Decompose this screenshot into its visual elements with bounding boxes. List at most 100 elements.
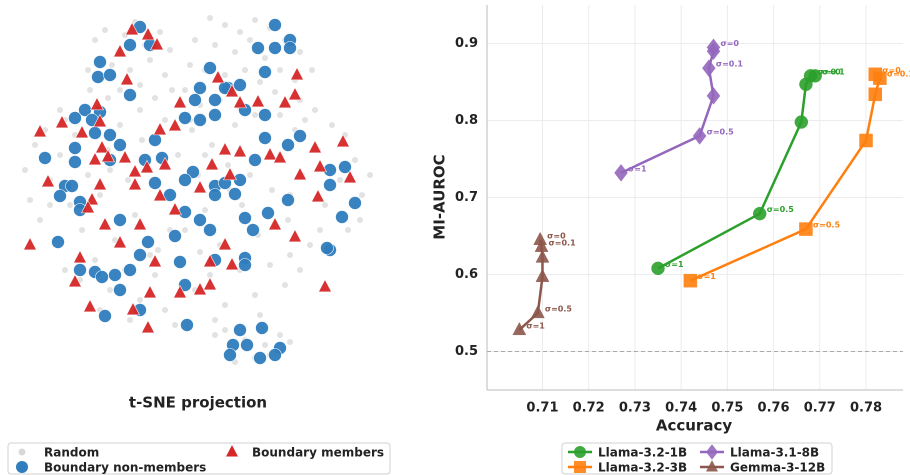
marker	[218, 236, 232, 251]
marker	[268, 41, 282, 55]
marker	[102, 27, 108, 33]
marker	[329, 122, 335, 128]
marker	[228, 187, 242, 201]
marker	[534, 238, 549, 252]
point-label: σ=0.1	[716, 60, 744, 69]
marker	[307, 242, 313, 248]
marker	[128, 176, 142, 191]
marker	[268, 348, 282, 362]
x-tick-label: 0.72	[573, 401, 605, 416]
marker	[16, 461, 28, 473]
marker	[95, 139, 109, 154]
x-axis-label: Accuracy	[656, 417, 732, 435]
marker	[133, 248, 147, 262]
marker	[162, 307, 168, 313]
marker	[141, 235, 155, 249]
marker	[283, 41, 297, 55]
marker	[127, 67, 133, 73]
marker	[18, 448, 26, 456]
marker	[137, 82, 143, 88]
marker	[343, 169, 357, 184]
legend-frame	[561, 442, 833, 475]
marker	[240, 338, 254, 352]
marker	[282, 282, 288, 288]
marker	[148, 133, 162, 147]
marker	[81, 199, 95, 214]
marker	[263, 146, 277, 161]
marker	[180, 318, 194, 332]
marker	[73, 263, 87, 277]
marker	[683, 273, 698, 288]
marker	[859, 133, 873, 148]
marker	[68, 155, 82, 169]
marker	[107, 167, 113, 173]
marker	[95, 270, 109, 284]
x-tick-label: 0.75	[711, 401, 743, 416]
marker	[93, 113, 107, 128]
marker	[27, 197, 33, 203]
legend-label: Gemma-3-12B	[730, 461, 825, 475]
marker	[262, 342, 268, 348]
marker	[117, 87, 123, 93]
marker	[218, 141, 232, 156]
marker	[97, 192, 103, 198]
marker	[172, 322, 178, 328]
marker	[232, 122, 238, 128]
marker	[167, 47, 173, 53]
marker	[41, 173, 55, 188]
marker	[141, 319, 155, 334]
marker	[302, 117, 308, 123]
marker	[132, 212, 138, 218]
marker	[193, 113, 207, 127]
marker	[238, 211, 252, 225]
marker	[237, 29, 243, 35]
point-label: σ=0.1	[818, 67, 846, 76]
marker	[208, 188, 222, 202]
marker	[868, 67, 883, 82]
marker	[281, 193, 295, 207]
marker	[62, 267, 68, 273]
marker	[37, 217, 43, 223]
y-tick-label: 0.9	[455, 36, 478, 51]
marker	[242, 67, 248, 73]
marker	[702, 59, 716, 78]
marker	[297, 267, 303, 273]
marker	[246, 223, 260, 237]
marker	[193, 81, 207, 95]
marker	[173, 255, 187, 269]
panel-title: t-SNE projection	[129, 394, 267, 412]
marker	[535, 268, 550, 282]
marker	[113, 234, 127, 249]
legend-label: Llama-3.1-8B	[730, 446, 819, 460]
y-tick-label: 0.5	[455, 344, 478, 359]
marker	[155, 247, 161, 253]
marker	[223, 166, 237, 181]
marker	[293, 166, 307, 181]
marker	[108, 268, 122, 282]
marker	[47, 202, 53, 208]
marker	[233, 323, 247, 337]
marker	[706, 38, 721, 57]
marker	[98, 309, 112, 323]
marker	[117, 122, 123, 128]
marker	[178, 111, 192, 125]
marker	[251, 41, 265, 55]
marker	[285, 217, 291, 223]
marker	[335, 210, 349, 224]
marker	[212, 332, 218, 338]
marker	[169, 87, 175, 93]
marker	[233, 78, 247, 92]
marker	[127, 317, 133, 323]
marker	[357, 217, 363, 223]
y-tick-label: 0.6	[455, 267, 478, 282]
marker	[123, 38, 137, 52]
point-label: σ=0	[882, 66, 901, 75]
marker	[258, 108, 272, 122]
legend-label: Boundary non-members	[44, 461, 206, 475]
marker	[153, 121, 167, 136]
marker	[287, 252, 293, 258]
marker	[67, 202, 73, 208]
marker	[706, 460, 718, 472]
marker	[308, 139, 322, 154]
